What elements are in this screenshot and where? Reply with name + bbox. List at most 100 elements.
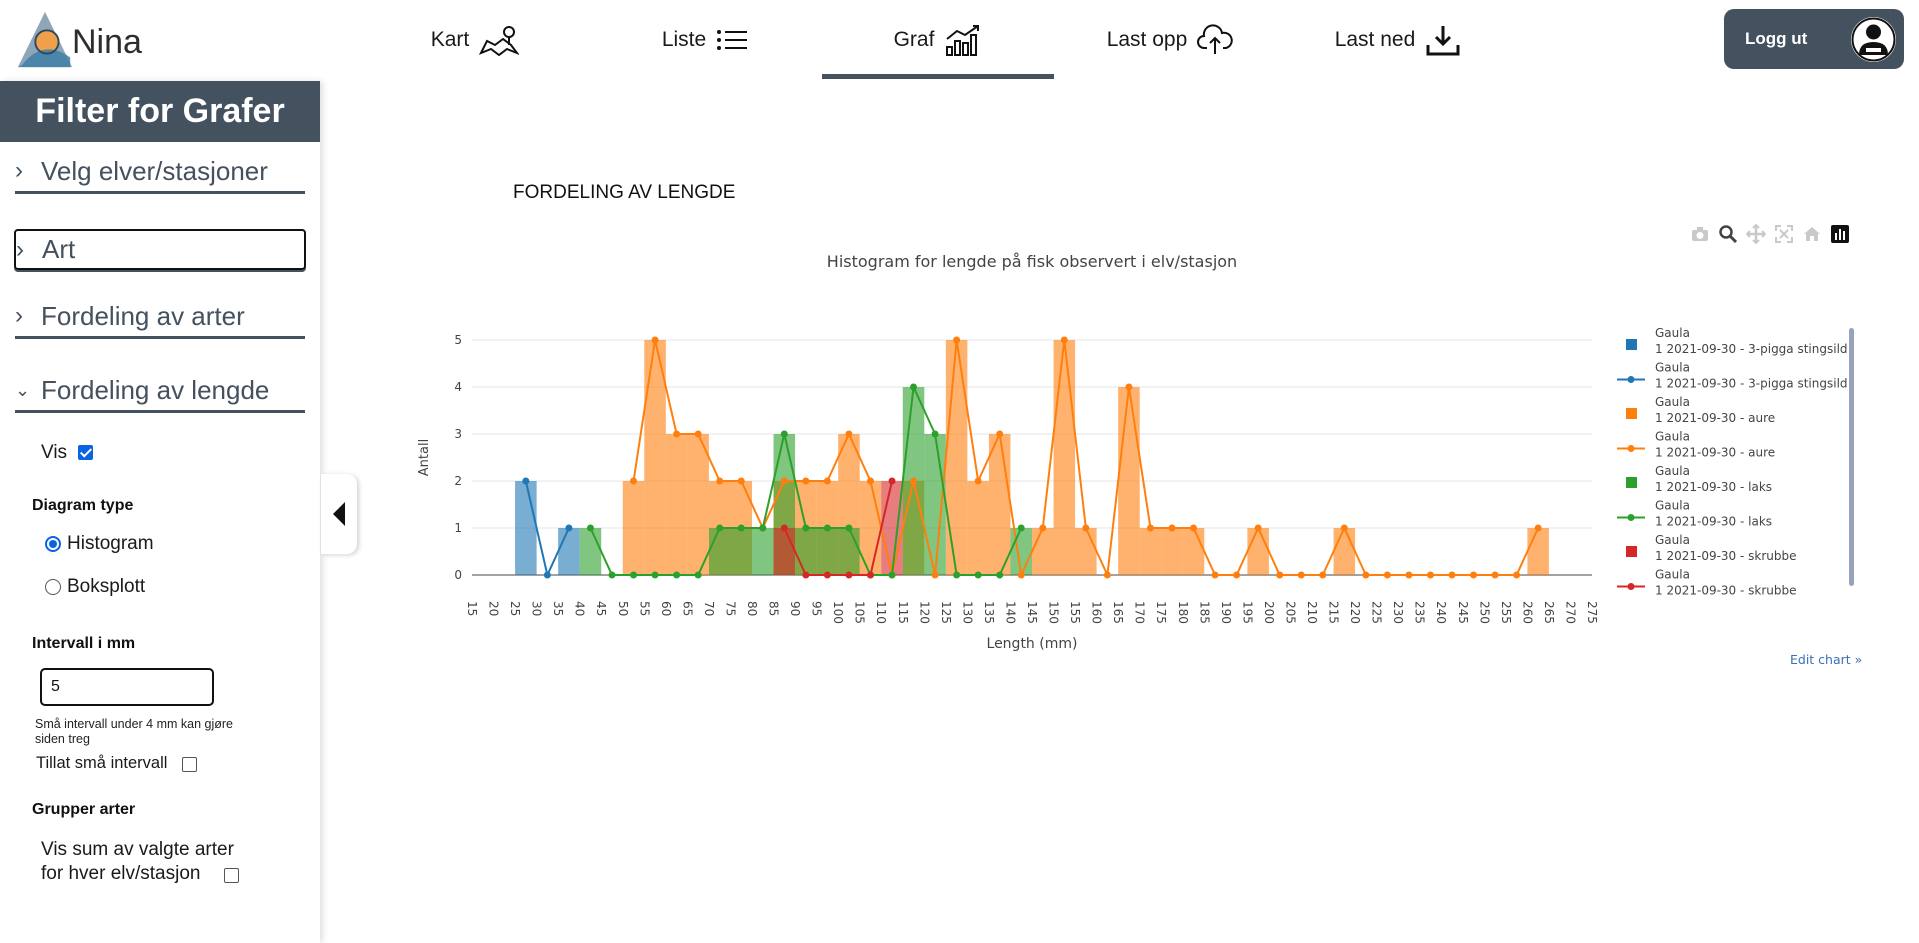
legend-entry-line1[interactable]: Gaula [1655,568,1690,582]
series-point[interactable] [823,477,831,485]
series-point[interactable] [1211,571,1219,579]
series-point[interactable] [802,524,810,532]
series-point[interactable] [737,524,745,532]
histogram-bar[interactable] [945,340,968,575]
histogram-bar[interactable] [1010,528,1032,575]
legend-bar-swatch[interactable] [1626,477,1637,488]
histogram-bar[interactable] [1053,340,1076,575]
legend-entry-line2[interactable]: 1 2021-09-30 - skrubbe [1655,549,1797,563]
vis-checkbox[interactable] [78,445,93,460]
series-point[interactable] [802,571,810,579]
legend-bar-swatch[interactable] [1626,546,1637,557]
series-point[interactable] [1534,524,1542,532]
series-point[interactable] [1426,571,1434,579]
logout-button[interactable]: Logg ut [1724,9,1904,69]
legend-entry-line1[interactable]: Gaula [1655,361,1690,375]
series-point[interactable] [953,336,961,344]
series-point[interactable] [866,571,874,579]
legend-line-marker[interactable] [1627,514,1635,521]
series-point[interactable] [1017,571,1025,579]
tillat-sma-checkbox[interactable] [182,757,197,772]
series-point[interactable] [694,571,702,579]
series-point[interactable] [565,524,573,532]
series-point[interactable] [1405,571,1413,579]
series-point[interactable] [1125,383,1133,391]
series-point[interactable] [802,477,810,485]
legend-entry-line2[interactable]: 1 2021-09-30 - laks [1655,515,1772,529]
accordion-velg-elver[interactable]: › Velg elver/stasjoner [15,151,305,194]
legend-entry-line1[interactable]: Gaula [1655,395,1690,409]
series-line[interactable] [783,480,893,576]
legend-entry-line1[interactable]: Gaula [1655,464,1690,478]
series-point[interactable] [1233,571,1241,579]
series-point[interactable] [1276,571,1284,579]
series-point[interactable] [1448,571,1456,579]
series-point[interactable] [1491,571,1499,579]
series-point[interactable] [780,477,788,485]
histogram-bar[interactable] [881,481,903,575]
edit-chart-link[interactable]: Edit chart » [1790,652,1863,667]
histogram-bar[interactable] [773,528,796,575]
collapse-sidebar-button[interactable] [321,474,357,554]
legend-entry-line1[interactable]: Gaula [1655,326,1690,340]
series-point[interactable] [780,430,788,438]
histogram-bar[interactable] [795,528,817,575]
series-point[interactable] [630,571,638,579]
legend-bar-swatch[interactable] [1626,408,1637,419]
series-point[interactable] [888,571,896,579]
series-point[interactable] [780,524,788,532]
series-point[interactable] [759,524,767,532]
histogram-bar[interactable] [1118,387,1140,575]
series-point[interactable] [608,571,616,579]
autoscale-icon[interactable] [1774,224,1794,244]
series-point[interactable] [1383,571,1391,579]
histogram-bar[interactable] [644,340,666,575]
series-point[interactable] [1319,571,1327,579]
nav-kart[interactable]: Kart [410,0,540,80]
legend-line-marker[interactable] [1627,445,1635,452]
zoom-icon[interactable] [1718,224,1738,244]
series-point[interactable] [931,571,939,579]
histogram-bar[interactable] [924,434,946,575]
histogram-bar[interactable] [1247,528,1269,575]
legend-bar-swatch[interactable] [1626,339,1637,350]
accordion-fordeling-lengde[interactable]: ⌄ Fordeling av lengde [15,370,305,413]
series-point[interactable] [910,383,918,391]
series-point[interactable] [845,430,853,438]
series-point[interactable] [522,477,530,485]
nav-last-ned[interactable]: Last ned [1328,0,1468,80]
grupper-checkbox[interactable] [224,868,239,883]
series-point[interactable] [845,571,853,579]
histogram-bar[interactable] [1333,528,1356,575]
series-point[interactable] [1039,524,1047,532]
series-point[interactable] [716,524,724,532]
intervall-input[interactable]: 5 [40,668,214,706]
nav-graf[interactable]: Graf [822,0,1054,80]
series-point[interactable] [866,477,874,485]
series-point[interactable] [586,524,594,532]
series-point[interactable] [953,571,961,579]
histogram-bar[interactable] [752,528,774,575]
series-point[interactable] [996,571,1004,579]
series-point[interactable] [888,477,896,485]
histogram-bar[interactable] [988,434,1011,575]
series-point[interactable] [673,430,681,438]
series-point[interactable] [974,477,982,485]
series-point[interactable] [1060,336,1068,344]
series-point[interactable] [1168,524,1176,532]
histogram-bar[interactable] [558,528,580,575]
legend-entry-line1[interactable]: Gaula [1655,499,1690,513]
series-point[interactable] [1146,524,1154,532]
histogram-bar[interactable] [665,434,688,575]
series-point[interactable] [651,336,659,344]
histogram-bar[interactable] [1161,528,1183,575]
series-point[interactable] [1082,524,1090,532]
legend-entry-line2[interactable]: 1 2021-09-30 - 3-pigga stingsild [1655,377,1848,391]
series-point[interactable] [737,477,745,485]
series-point[interactable] [1254,524,1262,532]
series-point[interactable] [1190,524,1198,532]
nav-liste[interactable]: Liste [640,0,770,80]
series-point[interactable] [1340,524,1348,532]
series-point[interactable] [931,430,939,438]
boksplott-radio[interactable] [45,579,61,595]
